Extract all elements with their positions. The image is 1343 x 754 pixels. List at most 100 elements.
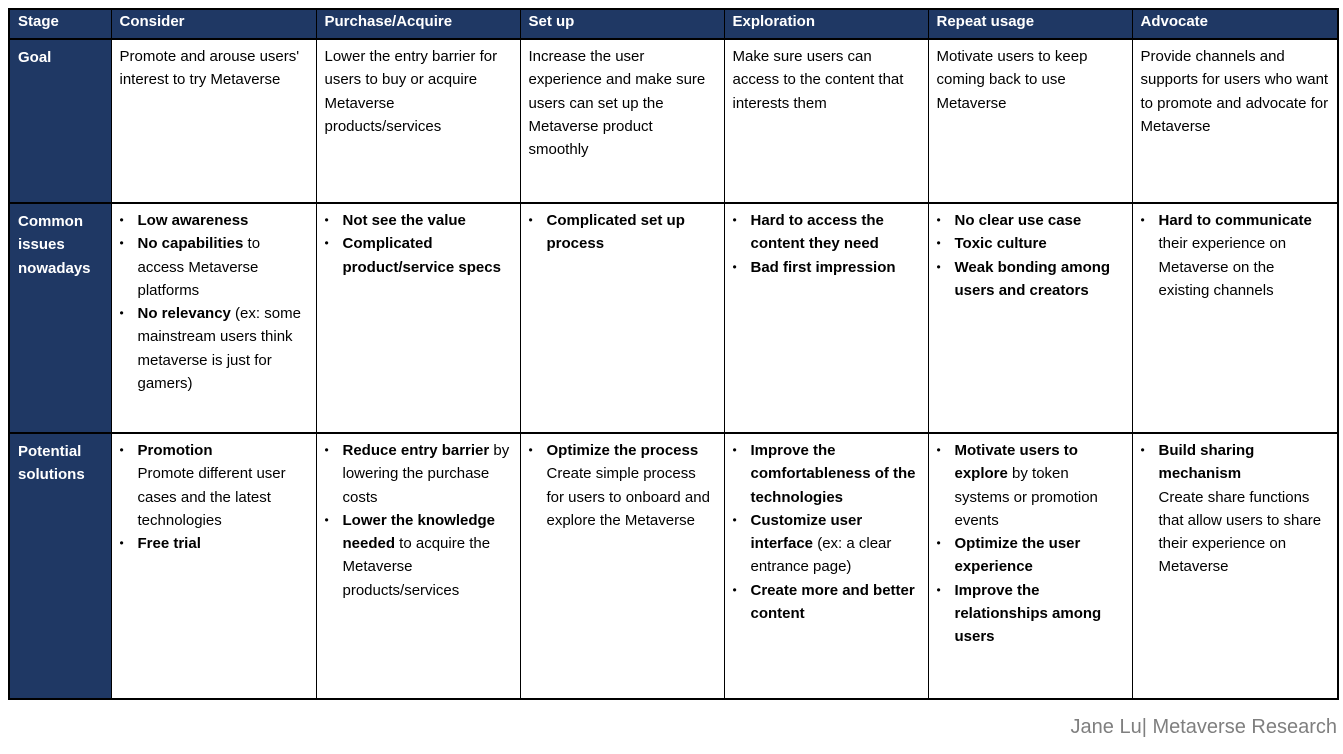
text-runs: Optimize the user experience [954,535,1085,576]
text-runs: Lower the entry barrier for users to buy… [324,48,502,135]
bullet-item: • Improve the comfortableness of the tech… [733,439,920,509]
bullet-item: • Low awareness [120,209,308,232]
header-row: Stage Consider Purchase/Acquire Set up Explo… [8,8,1339,40]
column-header-advocate: Advocate [1131,8,1339,40]
cell-goal-advocate: Provide channels and supports for users … [1131,38,1339,204]
text-runs: Make sure users can access to the conten… [732,48,908,112]
text-runs: Not see the value [342,212,466,229]
text-runs: No capabilities to access Metaverse plat… [137,235,265,299]
row-label-common-issues-nowadays: Common issues nowadays [8,202,112,434]
text-runs: Complicated product/service specs [342,235,501,276]
paragraph: Promote and arouse users' interest to tr… [120,45,308,92]
bullet-item: • Free trial [120,532,308,555]
text-runs: Customize user interface (ex: a clear en… [750,511,896,576]
column-header-exploration: Exploration [723,8,929,40]
slide-canvas: Stage Consider Purchase/Acquire Set up Explo… [8,8,1339,739]
bullet-item: • Motivate users to explore by token syst… [937,439,1124,532]
bullet-icon: • [1140,443,1145,457]
row-common-issues-nowadays: Common issues nowadays • Low awareness • No … [8,202,1339,434]
bullet-item: • Optimize the process Create simple proc… [529,439,716,532]
bullet-icon: • [119,306,124,320]
text-runs: Hard to communicate their experience on … [1158,212,1312,299]
column-header-consider: Consider [110,8,317,40]
bullet-item: • Promotion Promote different user cases … [120,439,308,532]
text-runs: Provide channels and supports for users … [1140,48,1333,135]
bullet-icon: • [732,512,737,527]
text-runs: Low awareness [137,212,249,229]
cell-potential-solutions-consider: • Promotion Promote different user cases … [110,432,317,700]
bullet-icon: • [119,443,124,457]
text-runs: Increase the user experience and make su… [528,48,710,158]
text-runs: Improve the relationships among users [954,581,1106,646]
bullet-item: • Bad first impression [733,256,920,279]
cell-common-issues-nowadays-advocate: • Hard to communicate their experience on… [1131,202,1339,434]
cell-potential-solutions-advocate: • Build sharing mechanism Create share fu… [1131,432,1339,700]
cell-common-issues-nowadays-exploration: • Hard to access the content they need • Ba… [723,202,929,434]
text-runs: Promote and arouse users' interest to tr… [119,48,304,89]
bullet-icon: • [936,213,941,227]
cell-goal-purchase-acquire: Lower the entry barrier for users to buy… [315,38,521,204]
text-runs: Toxic culture [954,235,1047,253]
text-runs: Bad first impression [750,258,896,276]
column-header-repeat-usage: Repeat usage [927,8,1133,40]
bullet-item: • Optimize the user experience [937,532,1124,579]
cell-common-issues-nowadays-set-up: • Complicated set up process [519,202,725,434]
bullet-item: • No relevancy (ex: some mainstream users… [120,302,308,395]
row-potential-solutions: Potential solutions • Promotion Promote di… [8,432,1339,700]
cell-common-issues-nowadays-consider: • Low awareness • No capabilities to access… [110,202,317,434]
bullet-item: • No clear use case [937,209,1124,232]
text-runs: Optimize the process Create simple proce… [546,442,710,529]
bullet-item: • Create more and better content [733,579,920,626]
text-runs: Complicated set up process [546,212,690,253]
column-header-stage: Stage [8,8,112,40]
text-runs: No clear use case [954,212,1082,229]
text-runs: Hard to access the content they need [750,212,889,253]
cell-potential-solutions-purchase-acquire: • Reduce entry barrier by lowering the pu… [315,432,521,700]
cell-common-issues-nowadays-repeat-usage: • No clear use case • Toxic culture • Weak bo… [927,202,1133,434]
cell-goal-repeat-usage: Motivate users to keep coming back to us… [927,38,1133,204]
bullet-item: • No capabilities to access Metaverse pla… [120,232,308,302]
bullet-item: • Lower the knowledge needed to acquire t… [325,509,512,602]
bullet-icon: • [1140,213,1145,227]
bullet-icon: • [732,213,737,227]
cell-goal-set-up: Increase the user experience and make su… [519,38,725,204]
bullet-icon: • [936,582,941,597]
cell-common-issues-nowadays-purchase-acquire: • Not see the value • Complicated product/s… [315,202,521,434]
bullet-icon: • [324,512,329,527]
row-goal: Goal Promote and arouse users' interest t… [8,38,1339,204]
column-header-purchase-acquire: Purchase/Acquire [315,8,521,40]
bullet-icon: • [119,536,124,550]
bullet-item: • Weak bonding among users and creators [937,256,1124,303]
paragraph: Make sure users can access to the conten… [733,45,920,115]
text-runs: Create more and better content [750,581,919,622]
text-runs: Motivate users to explore by token syste… [954,442,1103,529]
table-body: Goal Promote and arouse users' interest t… [8,38,1339,700]
paragraph: Provide channels and supports for users … [1141,45,1330,138]
row-label-goal: Goal [8,38,112,204]
cell-potential-solutions-set-up: • Optimize the process Create simple proc… [519,432,725,700]
bullet-icon: • [732,259,737,274]
paragraph: Lower the entry barrier for users to buy… [325,45,512,138]
bullet-item: • Not see the value [325,209,512,232]
cell-potential-solutions-exploration: • Improve the comfortableness of the tech… [723,432,929,700]
text-runs: No relevancy (ex: some mainstream users … [137,305,306,392]
cell-goal-exploration: Make sure users can access to the conten… [723,38,929,204]
bullet-icon: • [119,236,124,251]
cell-potential-solutions-repeat-usage: • Motivate users to explore by token syst… [927,432,1133,700]
bullet-icon: • [324,213,329,227]
bullet-item: • Toxic culture [937,232,1124,255]
bullet-icon: • [324,443,329,457]
text-runs: Weak bonding among users and creators [954,258,1115,299]
bullet-icon: • [936,536,941,550]
bullet-icon: • [528,443,533,457]
bullet-item: • Improve the relationships among users [937,579,1124,649]
row-label-potential-solutions: Potential solutions [8,432,112,700]
bullet-icon: • [732,582,737,597]
bullet-icon: • [936,236,941,251]
bullet-icon: • [936,443,941,457]
text-runs: Lower the knowledge needed to acquire th… [342,511,500,599]
text-runs: Promotion Promote different user cases a… [137,442,286,529]
text-runs: Free trial [137,535,201,552]
bullet-item: • Hard to access the content they need [733,209,920,256]
text-runs: Improve the comfortableness of the techn… [750,442,920,506]
